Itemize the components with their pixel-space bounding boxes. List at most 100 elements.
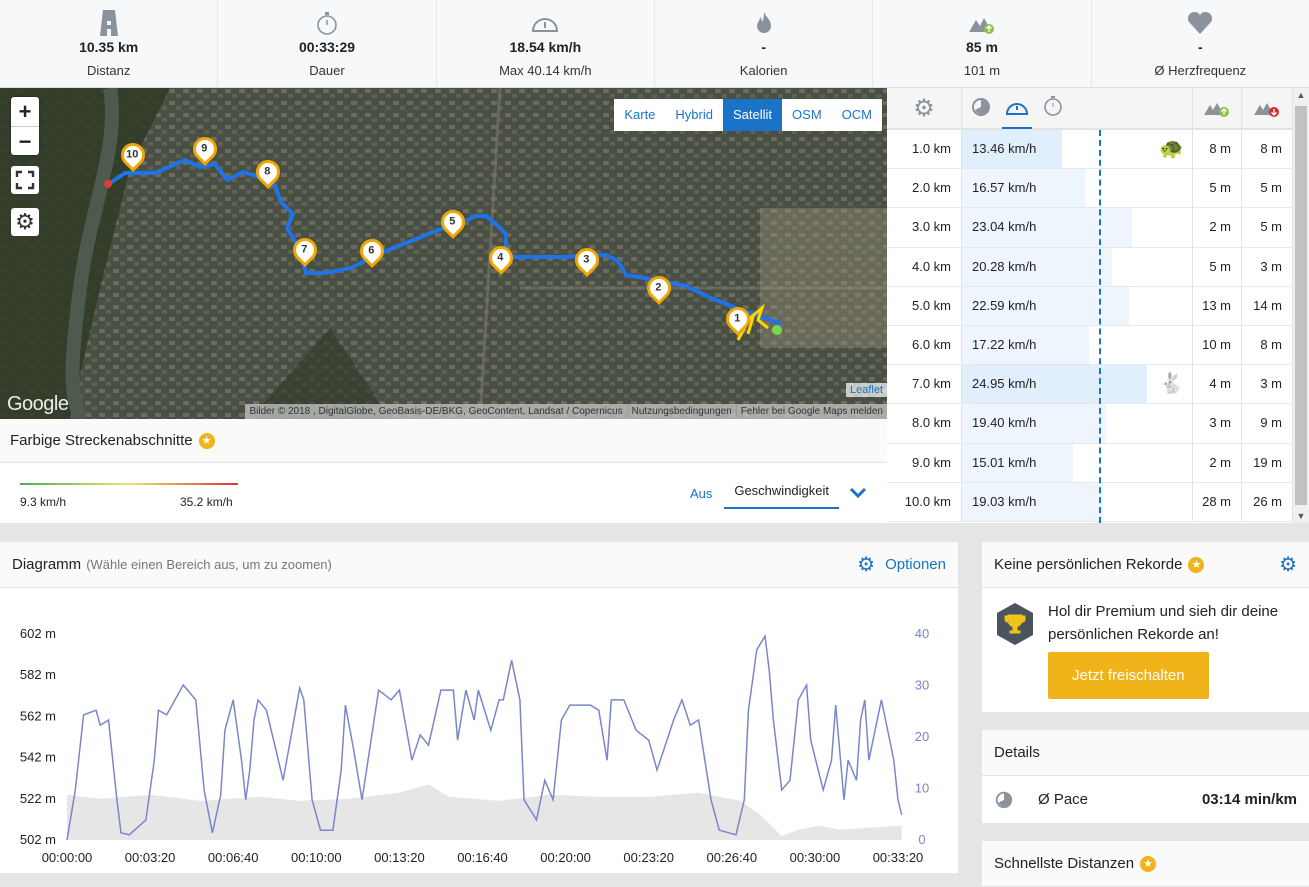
chevron-down-icon[interactable] — [849, 487, 867, 499]
elevation-speed-chart[interactable]: 502 m 522 m 542 m 562 m 582 m 602 m 0 10 20 30 40 0… — [0, 588, 958, 873]
map-layer-switch: Karte Hybrid Satellit OSM OCM — [614, 99, 882, 131]
layer-osm[interactable]: OSM — [792, 107, 822, 122]
tab-pace[interactable] — [970, 95, 992, 122]
split-descent: 8 m — [1242, 130, 1293, 169]
split-distance: 3.0 km — [887, 208, 962, 247]
unlock-button[interactable]: Jetzt freischalten — [1048, 652, 1209, 699]
report-error-link[interactable]: Fehler bei Google Maps melden — [735, 406, 883, 417]
table-settings-button[interactable]: ⚙ — [887, 88, 962, 128]
rabbit-icon: 🐇 — [1159, 373, 1184, 396]
stat-heart-rate: - Ø Herzfrequenz — [1092, 0, 1309, 87]
stat-label: Ø Herzfrequenz — [1154, 63, 1247, 78]
splits-table: ⚙ 1.0 km 13.46 km/h 🐢 8 m 8 m 2.0 km 16.57… — [887, 88, 1309, 523]
colored-segments-panel: Farbige Streckenabschnitte ★ 9.3 km/h 35.… — [0, 419, 887, 523]
stat-label: Dauer — [309, 63, 345, 78]
scrollbar[interactable]: ▲ ▼ — [1293, 88, 1309, 523]
stat-value: 85 m — [966, 39, 998, 55]
stat-distance: 10.35 km Distanz — [0, 0, 219, 87]
leaflet-link[interactable]: Leaflet — [845, 383, 887, 397]
card-title: Schnellste Distanzen — [994, 855, 1135, 872]
speed-bar — [962, 365, 1147, 404]
y-right-tick: 0 — [918, 832, 925, 847]
km-marker-label: 10 — [126, 148, 139, 161]
speed-bar — [962, 482, 1103, 521]
split-speed: 20.28 km/h — [972, 258, 1037, 274]
pace-icon — [995, 791, 1013, 809]
split-ascent: 4 m — [1193, 365, 1242, 404]
split-distance: 6.0 km — [887, 325, 962, 365]
km-marker-label: 4 — [497, 251, 504, 264]
fullscreen-button[interactable] — [11, 166, 39, 194]
split-speed: 17.22 km/h — [972, 336, 1037, 352]
stat-speed: 18.54 km/h Max 40.14 km/h — [437, 0, 655, 87]
pace-value: 03:14 min/km — [1201, 790, 1297, 808]
zoom-in-button[interactable]: + — [18, 99, 32, 124]
split-ascent: 28 m — [1193, 482, 1242, 521]
layer-hybrid[interactable]: Hybrid — [675, 107, 713, 122]
tab-speed[interactable] — [1002, 88, 1032, 129]
speed-bar — [962, 286, 1130, 325]
turtle-icon: 🐢 — [1159, 138, 1184, 160]
stat-value: 10.35 km — [79, 39, 139, 55]
table-row[interactable]: 1.0 km 13.46 km/h 🐢 8 m 8 m — [887, 130, 1309, 170]
map[interactable]: 1 2 3 4 5 6 7 8 9 10 + − ⚙ Karte Hybrid Satellit … — [0, 88, 887, 419]
x-tick: 00:20:00 — [540, 850, 591, 865]
x-tick: 00:30:00 — [790, 850, 841, 865]
y-right-tick: 10 — [915, 781, 929, 796]
split-speed: 16.57 km/h — [972, 180, 1037, 196]
split-ascent: 10 m — [1193, 325, 1242, 365]
split-descent: 14 m — [1242, 286, 1293, 325]
table-header: ⚙ — [887, 88, 1309, 130]
table-row[interactable]: 9.0 km 15.01 km/h 2 m 19 m — [887, 443, 1309, 483]
split-speed: 23.04 km/h — [972, 219, 1037, 235]
x-tick: 00:33:20 — [873, 850, 924, 865]
gear-icon: ⚙ — [857, 554, 876, 576]
split-distance: 5.0 km — [887, 286, 962, 325]
layer-satellit[interactable]: Satellit — [723, 99, 783, 131]
speed-bar — [962, 130, 1062, 169]
split-distance: 8.0 km — [887, 404, 962, 443]
map-settings-button[interactable]: ⚙ — [11, 208, 39, 236]
table-row[interactable]: 7.0 km 24.95 km/h 🐇 4 m 3 m — [887, 365, 1309, 405]
table-row[interactable]: 6.0 km 17.22 km/h 10 m 8 m — [887, 325, 1309, 366]
speed-bar — [962, 404, 1106, 443]
y-left-tick: 522 m — [20, 791, 56, 806]
elevation-area — [67, 784, 902, 840]
table-row[interactable]: 2.0 km 16.57 km/h 5 m 5 m — [887, 169, 1309, 209]
gear-icon: ⚙ — [15, 209, 35, 234]
road-icon — [99, 10, 118, 36]
y-left-tick: 602 m — [20, 626, 56, 641]
table-row[interactable]: 10.0 km 19.03 km/h 28 m 26 m — [887, 482, 1309, 522]
y-right-tick: 30 — [915, 678, 929, 693]
layer-karte[interactable]: Karte — [624, 107, 656, 122]
stat-label: Max 40.14 km/h — [499, 63, 592, 78]
panel-title: Farbige Streckenabschnitte — [10, 432, 193, 449]
layer-ocm[interactable]: OCM — [841, 107, 872, 122]
stat-elevation: 85 m 101 m — [873, 0, 1092, 87]
stopwatch-icon — [317, 12, 337, 35]
records-settings-icon[interactable]: ⚙ — [1279, 554, 1297, 576]
stat-value: - — [761, 39, 766, 55]
satellite-map — [0, 88, 887, 419]
options-label: Optionen — [885, 556, 946, 573]
zoom-out-button[interactable]: − — [11, 126, 39, 155]
x-tick: 00:00:00 — [42, 850, 93, 865]
tab-time[interactable] — [1042, 95, 1064, 122]
km-marker-label: 6 — [368, 244, 375, 257]
x-tick: 00:16:40 — [457, 850, 508, 865]
mode-off-option[interactable]: Aus — [689, 485, 713, 501]
terms-link[interactable]: Nutzungsbedingungen — [626, 406, 732, 417]
x-tick: 00:13:20 — [374, 850, 425, 865]
km-marker-label: 5 — [449, 215, 456, 228]
table-row[interactable]: 5.0 km 22.59 km/h 13 m 14 m — [887, 286, 1309, 326]
x-tick: 00:03:20 — [125, 850, 176, 865]
mode-speed-option[interactable]: Geschwindigkeit — [724, 477, 839, 509]
table-row[interactable]: 8.0 km 19.40 km/h 3 m 9 m — [887, 404, 1309, 444]
table-row[interactable]: 3.0 km 23.04 km/h 2 m 5 m — [887, 208, 1309, 248]
speed-bar — [962, 325, 1090, 365]
card-title: Details — [994, 744, 1040, 761]
details-card: Details Ø Pace 03:14 min/km — [982, 730, 1309, 823]
x-tick: 00:26:40 — [706, 850, 757, 865]
options-button[interactable]: ⚙ Optionen — [857, 552, 946, 577]
table-row[interactable]: 4.0 km 20.28 km/h 5 m 3 m — [887, 247, 1309, 287]
